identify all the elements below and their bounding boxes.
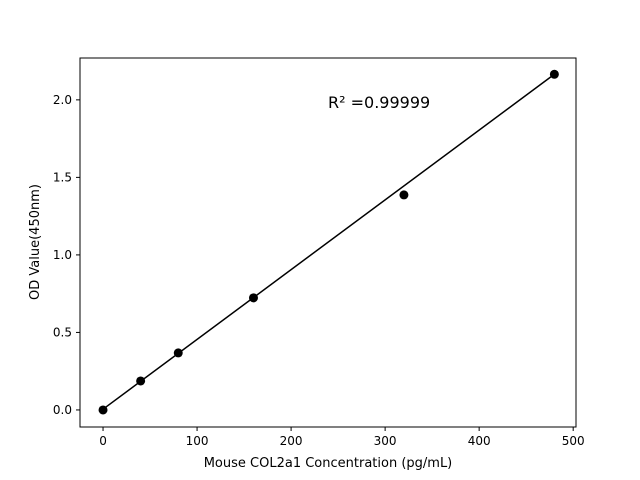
y-tick-label: 1.0 <box>53 248 72 262</box>
y-axis-label: OD Value(450nm) <box>28 184 43 300</box>
x-tick-label: 100 <box>186 434 209 448</box>
x-tick-label: 300 <box>374 434 397 448</box>
x-tick-label: 200 <box>280 434 303 448</box>
x-tick-label: 400 <box>468 434 491 448</box>
y-tick-label: 1.5 <box>53 170 72 184</box>
data-point <box>248 293 258 303</box>
x-axis-label: Mouse COL2a1 Concentration (pg/mL) <box>204 456 453 471</box>
data-point <box>549 69 559 79</box>
x-tick-label: 0 <box>99 434 107 448</box>
x-tick-label: 500 <box>562 434 585 448</box>
y-tick-label: 0.0 <box>53 403 72 417</box>
data-point <box>399 190 409 200</box>
r-squared-annotation: R² =0.99999 <box>328 93 430 112</box>
data-point <box>98 405 108 415</box>
data-point <box>173 348 183 358</box>
y-tick-label: 0.5 <box>53 325 72 339</box>
data-point <box>136 376 146 386</box>
y-tick-label: 2.0 <box>53 93 72 107</box>
